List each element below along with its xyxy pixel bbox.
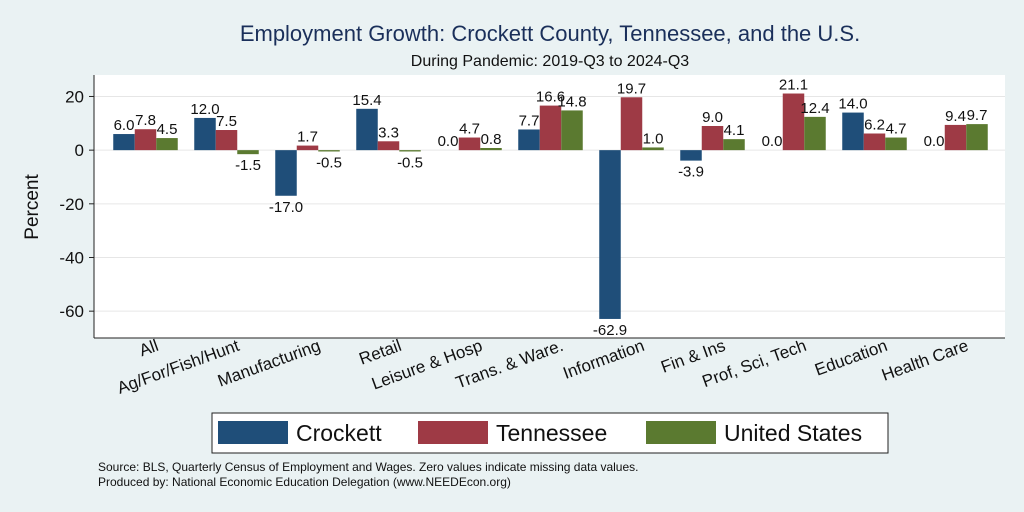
legend-label: Tennessee	[496, 420, 607, 446]
data-label: 0.0	[438, 133, 459, 150]
data-label: 4.7	[459, 121, 480, 138]
footer-source: Source: BLS, Quarterly Census of Employm…	[98, 460, 639, 474]
bar	[356, 108, 378, 151]
bar	[194, 117, 216, 151]
data-label: 7.7	[519, 112, 540, 129]
chart-title: Employment Growth: Crockett County, Tenn…	[240, 21, 860, 46]
legend: Crockett Tennessee United States	[211, 412, 889, 454]
bar	[237, 150, 259, 155]
bar	[156, 138, 178, 151]
data-label: -0.5	[316, 154, 342, 171]
y-axis-label: Percent	[22, 174, 43, 240]
bar	[377, 141, 400, 151]
chart-subtitle: During Pandemic: 2019-Q3 to 2024-Q3	[411, 53, 689, 70]
footer-produced-by: Produced by: National Economic Education…	[98, 475, 511, 489]
data-label: 6.0	[114, 117, 135, 134]
bar	[966, 124, 988, 151]
data-label: 7.5	[216, 113, 237, 130]
legend-label: Crockett	[296, 420, 382, 446]
bar	[723, 139, 745, 151]
bar	[275, 150, 297, 196]
y-tick-label: -40	[59, 248, 84, 267]
legend-swatch	[646, 421, 716, 444]
x-tick-label: Information	[560, 336, 646, 383]
bar	[842, 112, 864, 151]
bar	[539, 105, 562, 151]
bar	[620, 97, 643, 151]
bar	[318, 150, 340, 152]
legend-swatch	[218, 421, 288, 444]
chart: Employment Growth: Crockett County, Tenn…	[22, 21, 1005, 454]
data-label: 16.6	[536, 89, 565, 106]
data-label: 9.7	[967, 107, 988, 124]
x-tick-label: Education	[812, 336, 890, 380]
y-tick-label: 0	[75, 141, 84, 160]
data-label: -0.5	[397, 154, 423, 171]
legend-label: United States	[724, 420, 862, 446]
data-label: -17.0	[269, 199, 303, 216]
y-tick-labels: 20 0 -20 -40 -60	[59, 87, 94, 321]
data-label: 3.3	[378, 124, 399, 141]
bar	[680, 150, 702, 161]
data-label: 12.4	[800, 100, 829, 117]
data-label: 7.8	[135, 112, 156, 129]
bar	[518, 129, 540, 151]
data-label: 1.0	[643, 130, 664, 147]
data-label: 14.8	[557, 93, 586, 110]
bar	[944, 124, 967, 151]
bar	[804, 116, 826, 151]
x-tick-label: Health Care	[879, 336, 971, 385]
bar	[296, 145, 319, 151]
bar	[782, 93, 805, 151]
data-label: 9.0	[702, 109, 723, 126]
y-tick-label: 20	[65, 87, 84, 106]
data-label: 0.0	[762, 133, 783, 150]
bar	[863, 133, 886, 151]
bar	[599, 150, 621, 319]
data-label: -62.9	[593, 322, 627, 339]
bar	[215, 130, 238, 151]
data-label: 19.7	[617, 80, 646, 97]
bar	[458, 137, 481, 151]
data-label: 0.8	[481, 131, 502, 148]
data-label: 0.0	[924, 133, 945, 150]
data-label: 6.2	[864, 117, 885, 134]
data-label: -3.9	[678, 164, 704, 181]
data-label: 15.4	[352, 92, 381, 109]
bars	[113, 93, 988, 319]
bar	[561, 110, 583, 151]
bar	[113, 134, 135, 151]
data-label: -1.5	[235, 157, 261, 174]
bar	[701, 125, 724, 151]
data-label: 14.0	[838, 96, 867, 113]
data-label: 4.7	[886, 121, 907, 138]
x-tick-label: Retail	[357, 336, 404, 369]
legend-box	[211, 412, 889, 454]
y-tick-label: -60	[59, 302, 84, 321]
data-label: 12.0	[190, 101, 219, 118]
data-labels: 6.0 12.0 -17.0 15.4 0.0 7.7 -62.9 -3.9 0.0 14.0 0.…	[114, 77, 988, 339]
data-label: 9.4	[945, 108, 966, 125]
bar	[399, 150, 421, 152]
data-label: 4.5	[157, 121, 178, 138]
data-label: 4.1	[724, 122, 745, 139]
bar	[480, 147, 502, 151]
bar	[134, 129, 157, 151]
legend-swatch	[418, 421, 488, 444]
x-tick-label: All	[137, 336, 161, 360]
data-label: 21.1	[779, 77, 808, 94]
data-label: 1.7	[297, 129, 318, 146]
bar	[642, 147, 664, 151]
bar	[885, 137, 907, 151]
y-tick-label: -20	[59, 195, 84, 214]
